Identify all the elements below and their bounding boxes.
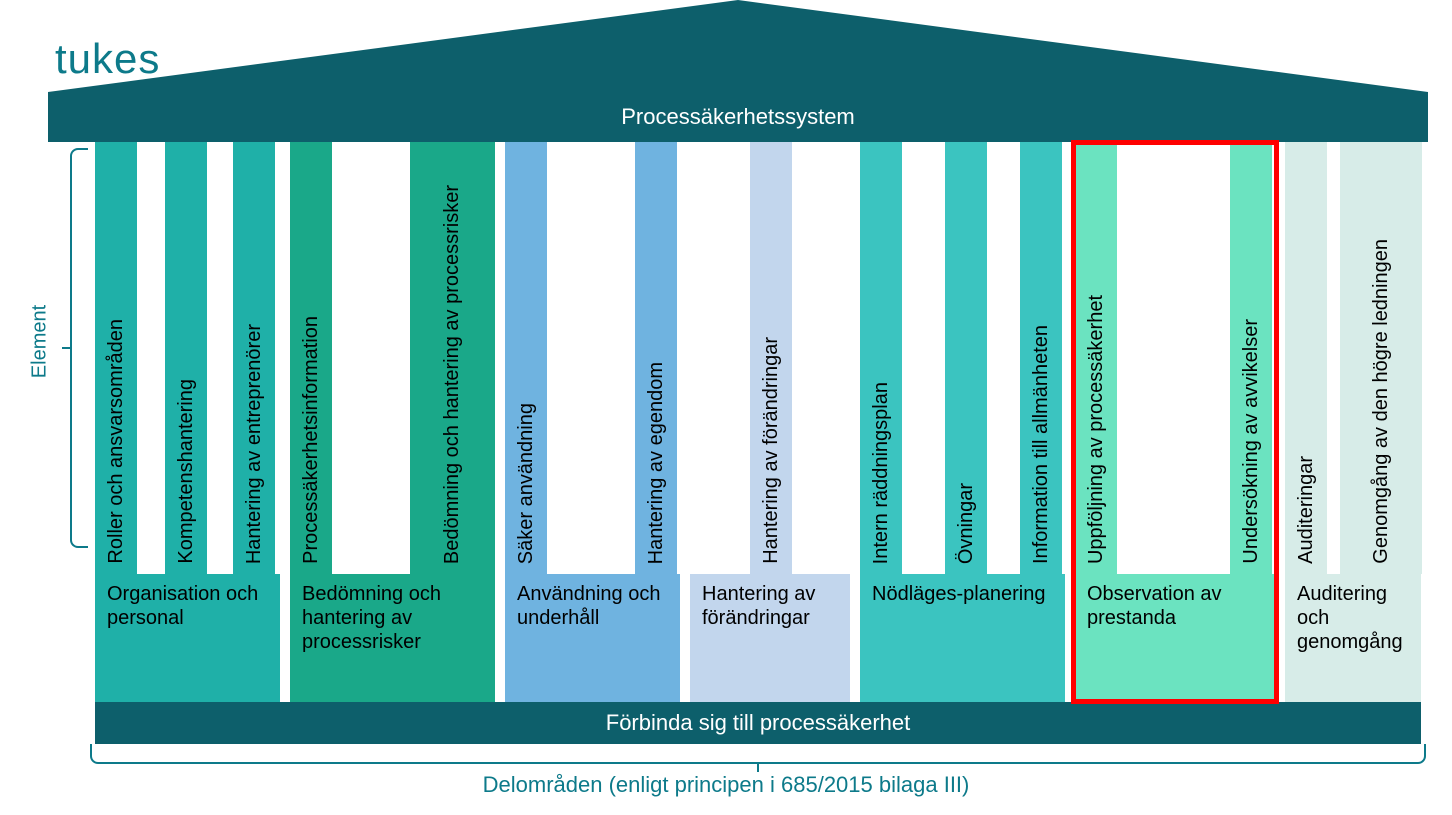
group-base: Observation av prestanda bbox=[1075, 574, 1275, 702]
group-1: Bedömning och hantering av processrisker… bbox=[290, 142, 495, 702]
logo: tukes bbox=[55, 35, 160, 83]
group-base: Nödläges-planering bbox=[860, 574, 1065, 702]
pillar-label: Processäkerhetsinformation bbox=[300, 316, 323, 564]
pillar-label: Uppföljning av processäkerhet bbox=[1085, 295, 1108, 564]
group-label: Organisation och personal bbox=[107, 582, 270, 630]
pillar: Kompetenshantering bbox=[165, 142, 207, 574]
group-base: Organisation och personal bbox=[95, 574, 280, 702]
pillar-label: Hantering av förändringar bbox=[760, 337, 783, 564]
group-base: Hantering av förändringar bbox=[690, 574, 850, 702]
header-bar: Processäkerhetssystem bbox=[48, 92, 1428, 142]
pillar-label: Bedömning och hantering av processrisker bbox=[441, 185, 464, 564]
group-label: Bedömning och hantering av processrisker bbox=[302, 582, 485, 654]
header-title: Processäkerhetssystem bbox=[621, 104, 855, 130]
group-label: Auditering och genomgång bbox=[1297, 582, 1411, 654]
group-base: Auditering och genomgång bbox=[1285, 574, 1421, 702]
group-base: Bedömning och hantering av processrisker bbox=[290, 574, 495, 702]
pillar-label: Genomgång av den högre ledningen bbox=[1370, 239, 1393, 564]
group-label: Observation av prestanda bbox=[1087, 582, 1265, 630]
group-6: Auditering och genomgång Auditeringar Geno… bbox=[1285, 142, 1421, 702]
pillar: Roller och ansvarsområden bbox=[95, 142, 137, 574]
group-base: Användning och underhåll bbox=[505, 574, 680, 702]
bottom-bracket bbox=[90, 744, 1426, 764]
pillar-label: Information till allmänheten bbox=[1030, 325, 1053, 564]
group-3: Hantering av förändringar Hantering av fö… bbox=[690, 142, 850, 702]
group-4: Nödläges-planering Intern räddningsplan Öv… bbox=[860, 142, 1065, 702]
pillar-label: Intern räddningsplan bbox=[870, 382, 893, 564]
pillar: Hantering av entreprenörer bbox=[233, 142, 275, 574]
pillar-label: Hantering av egendom bbox=[645, 362, 668, 564]
group-0: Organisation och personal Roller och ansv… bbox=[95, 142, 280, 702]
pillar: Genomgång av den högre ledningen bbox=[1340, 142, 1422, 574]
pillar: Auditeringar bbox=[1285, 142, 1327, 574]
group-2: Användning och underhåll Säker användning… bbox=[505, 142, 680, 702]
pillar: Processäkerhetsinformation bbox=[290, 142, 332, 574]
group-label: Nödläges-planering bbox=[872, 582, 1045, 606]
pillar-label: Hantering av entreprenörer bbox=[243, 324, 266, 564]
foundation-label: Förbinda sig till processäkerhet bbox=[606, 710, 910, 736]
pillar: Information till allmänheten bbox=[1020, 142, 1062, 574]
pillar: Uppföljning av processäkerhet bbox=[1075, 142, 1117, 574]
bottom-axis-label: Delområden (enligt principen i 685/2015 … bbox=[0, 772, 1452, 798]
pillar-label: Kompetenshantering bbox=[175, 379, 198, 564]
pillar: Säker användning bbox=[505, 142, 547, 574]
roof-triangle bbox=[48, 0, 1428, 92]
group-label: Hantering av förändringar bbox=[702, 582, 840, 630]
left-axis-label: Element bbox=[29, 292, 52, 392]
pillar: Undersökning av avvikelser bbox=[1230, 142, 1272, 574]
pillar: Övningar bbox=[945, 142, 987, 574]
pillar: Hantering av förändringar bbox=[750, 142, 792, 574]
pillar: Hantering av egendom bbox=[635, 142, 677, 574]
pillar-label: Auditeringar bbox=[1295, 456, 1318, 564]
pillar-label: Undersökning av avvikelser bbox=[1240, 319, 1263, 564]
foundation-bar: Förbinda sig till processäkerhet bbox=[95, 702, 1421, 744]
group-label: Användning och underhåll bbox=[517, 582, 670, 630]
pillar: Intern räddningsplan bbox=[860, 142, 902, 574]
pillar-label: Roller och ansvarsområden bbox=[105, 319, 128, 564]
pillar: Bedömning och hantering av processrisker bbox=[410, 142, 495, 574]
group-5: Observation av prestanda Uppföljning av p… bbox=[1075, 142, 1275, 702]
left-bracket bbox=[70, 148, 88, 548]
pillar-label: Säker användning bbox=[515, 403, 538, 564]
pillar-area: Organisation och personal Roller och ansv… bbox=[95, 142, 1421, 702]
pillar-label: Övningar bbox=[955, 483, 978, 564]
